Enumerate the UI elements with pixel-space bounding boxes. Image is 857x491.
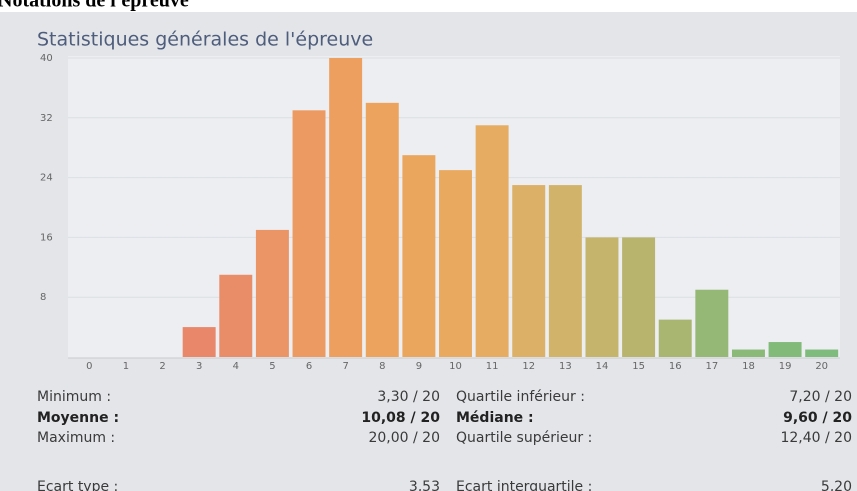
x-tick-label: 1 bbox=[123, 361, 129, 372]
x-tick-label: 19 bbox=[779, 361, 792, 372]
y-tick-label: 8 bbox=[40, 292, 46, 303]
x-tick-label: 13 bbox=[559, 361, 572, 372]
stat-value: 9,60 / 20 bbox=[783, 410, 852, 426]
x-tick-label: 9 bbox=[416, 361, 422, 372]
stat-label: Minimum : bbox=[37, 389, 111, 405]
bar bbox=[805, 349, 839, 357]
stat-label: Moyenne : bbox=[37, 410, 119, 426]
stat-label: Médiane : bbox=[456, 410, 534, 426]
bar bbox=[219, 274, 253, 357]
stat-value: 3,30 / 20 bbox=[377, 389, 440, 405]
x-tick-label: 3 bbox=[196, 361, 202, 372]
chart-title: Statistiques générales de l'épreuve bbox=[37, 29, 373, 51]
bar bbox=[548, 185, 582, 357]
x-tick-label: 8 bbox=[379, 361, 385, 372]
bar bbox=[182, 327, 216, 357]
bar bbox=[512, 185, 546, 357]
bar bbox=[402, 155, 436, 357]
x-tick-label: 11 bbox=[486, 361, 499, 372]
x-tick-label: 17 bbox=[705, 361, 718, 372]
y-tick-label: 16 bbox=[40, 232, 53, 243]
x-tick-label: 5 bbox=[269, 361, 275, 372]
bar bbox=[475, 125, 509, 358]
y-tick-label: 40 bbox=[40, 53, 53, 64]
x-tick-label: 2 bbox=[159, 361, 165, 372]
bar bbox=[255, 229, 289, 357]
x-tick-label: 10 bbox=[449, 361, 462, 372]
stat-value: 7,20 / 20 bbox=[789, 389, 852, 405]
x-tick-label: 20 bbox=[815, 361, 828, 372]
stat-label: Quartile inférieur : bbox=[456, 389, 585, 405]
bar bbox=[365, 102, 399, 357]
bar bbox=[622, 237, 656, 357]
x-tick-label: 16 bbox=[669, 361, 682, 372]
bar bbox=[585, 237, 619, 357]
x-tick-label: 7 bbox=[342, 361, 348, 372]
x-tick-label: 14 bbox=[596, 361, 609, 372]
bar bbox=[768, 342, 802, 357]
y-tick-label: 24 bbox=[40, 173, 53, 184]
bar bbox=[329, 58, 363, 357]
x-tick-label: 0 bbox=[86, 361, 92, 372]
x-tick-label: 15 bbox=[632, 361, 645, 372]
x-tick-label: 6 bbox=[306, 361, 312, 372]
x-tick-label: 18 bbox=[742, 361, 755, 372]
stat-value: 20,00 / 20 bbox=[368, 430, 440, 446]
bar bbox=[292, 110, 326, 357]
bar bbox=[439, 170, 472, 357]
stat-value: 5,20 bbox=[821, 479, 852, 491]
bar bbox=[731, 349, 765, 357]
stat-label: Maximum : bbox=[37, 430, 115, 446]
y-tick-label: 32 bbox=[40, 113, 53, 124]
bar bbox=[658, 319, 692, 357]
bar bbox=[695, 289, 729, 357]
x-tick-label: 4 bbox=[233, 361, 239, 372]
stat-label: Ecart interquartile : bbox=[456, 479, 592, 491]
page-title: Notations de l'épreuve bbox=[0, 0, 189, 12]
stat-value: 10,08 / 20 bbox=[361, 410, 440, 426]
x-tick-label: 12 bbox=[522, 361, 535, 372]
stat-label: Ecart type : bbox=[37, 479, 118, 491]
stat-value: 12,40 / 20 bbox=[780, 430, 852, 446]
stat-value: 3,53 bbox=[409, 479, 440, 491]
stat-label: Quartile supérieur : bbox=[456, 430, 592, 446]
